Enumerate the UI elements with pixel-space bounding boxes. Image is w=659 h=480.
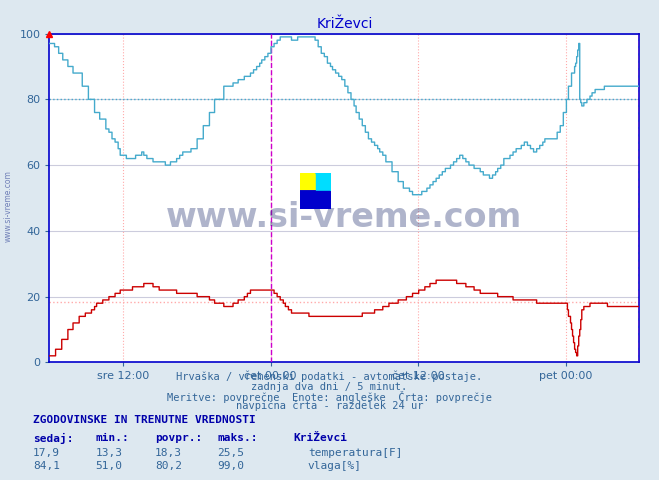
Polygon shape <box>300 191 316 209</box>
Text: 99,0: 99,0 <box>217 461 244 471</box>
Text: 17,9: 17,9 <box>33 448 60 458</box>
Text: ZGODOVINSKE IN TRENUTNE VREDNOSTI: ZGODOVINSKE IN TRENUTNE VREDNOSTI <box>33 415 256 425</box>
Title: KriŽevci: KriŽevci <box>316 17 372 31</box>
Text: 18,3: 18,3 <box>155 448 182 458</box>
Text: min.:: min.: <box>96 433 129 444</box>
Text: zadnja dva dni / 5 minut.: zadnja dva dni / 5 minut. <box>251 382 408 392</box>
Text: povpr.:: povpr.: <box>155 433 202 444</box>
Text: maks.:: maks.: <box>217 433 258 444</box>
Text: KriŽevci: KriŽevci <box>293 433 347 444</box>
Polygon shape <box>316 173 331 191</box>
Text: navpična črta - razdelek 24 ur: navpična črta - razdelek 24 ur <box>236 401 423 411</box>
Text: temperatura[F]: temperatura[F] <box>308 448 402 458</box>
Text: sedaj:: sedaj: <box>33 433 73 444</box>
Text: 80,2: 80,2 <box>155 461 182 471</box>
Text: Hrvaška / vremenski podatki - avtomatske postaje.: Hrvaška / vremenski podatki - avtomatske… <box>177 372 482 383</box>
Bar <box>316 173 331 191</box>
Bar <box>300 191 331 209</box>
Text: 25,5: 25,5 <box>217 448 244 458</box>
Text: vlaga[%]: vlaga[%] <box>308 461 362 471</box>
Text: 13,3: 13,3 <box>96 448 123 458</box>
Text: 84,1: 84,1 <box>33 461 60 471</box>
Text: 51,0: 51,0 <box>96 461 123 471</box>
Text: Meritve: povprečne  Enote: angleške  Črta: povprečje: Meritve: povprečne Enote: angleške Črta:… <box>167 391 492 403</box>
Text: www.si-vreme.com: www.si-vreme.com <box>166 201 523 234</box>
Text: www.si-vreme.com: www.si-vreme.com <box>3 170 13 242</box>
Bar <box>300 173 316 191</box>
